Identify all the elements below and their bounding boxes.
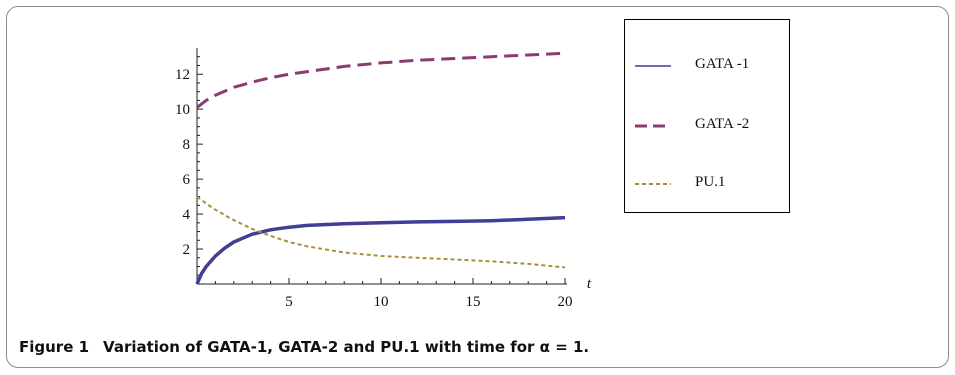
legend-item-gata1: GATA -1 <box>625 54 789 78</box>
x-axis-label: t <box>587 276 592 292</box>
x-tick-label: 20 <box>558 294 573 310</box>
y-tick-label: 10 <box>175 102 190 118</box>
figure-label: Figure 1 <box>19 338 90 356</box>
y-tick-label: 4 <box>183 207 191 223</box>
chart-legend: GATA -1 GATA -2 PU.1 <box>624 19 790 213</box>
series-line-1 <box>195 215 566 285</box>
legend-swatch-gata1 <box>635 65 671 67</box>
series-line-2 <box>196 51 566 109</box>
series-line-3 <box>196 195 566 269</box>
legend-swatch-pu1 <box>635 183 671 185</box>
legend-swatch-gata2 <box>635 124 671 128</box>
y-tick-label: 6 <box>183 172 191 188</box>
x-tick-label: 10 <box>374 294 389 310</box>
y-tick-label: 2 <box>183 242 191 258</box>
figure-frame <box>6 6 949 368</box>
legend-label-pu1: PU.1 <box>695 174 726 190</box>
caption-text: Variation of GATA-1, GATA-2 and PU.1 wit… <box>103 338 590 356</box>
legend-label-gata2: GATA -2 <box>695 116 750 132</box>
x-tick-label: 15 <box>466 294 481 310</box>
y-tick-label: 8 <box>183 137 191 153</box>
y-tick-label: 12 <box>175 67 190 83</box>
legend-label-gata1: GATA -1 <box>695 56 750 72</box>
figure-caption: Figure 1 Variation of GATA-1, GATA-2 and … <box>19 338 589 356</box>
legend-item-pu1: PU.1 <box>625 172 789 196</box>
x-tick-label: 5 <box>285 294 293 310</box>
legend-item-gata2: GATA -2 <box>625 114 789 138</box>
